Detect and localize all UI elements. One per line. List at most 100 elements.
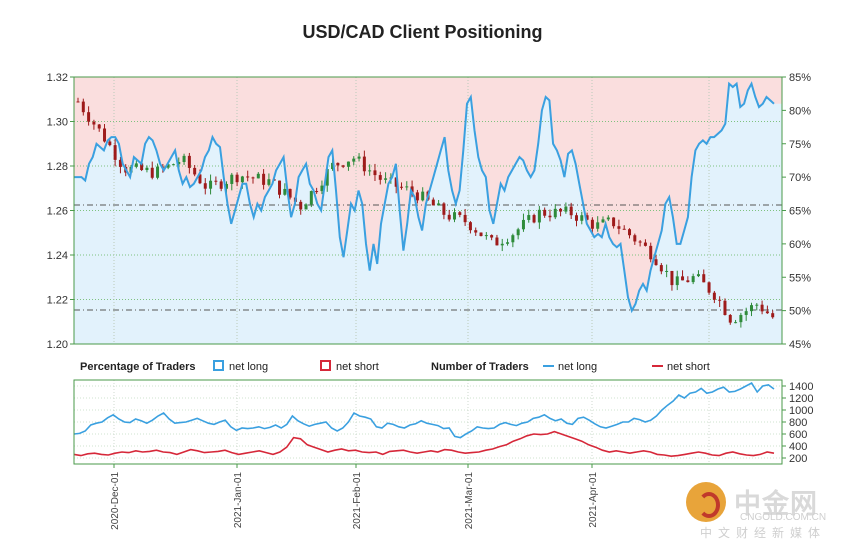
candle: [113, 138, 117, 167]
candle: [384, 172, 388, 184]
candle-body: [691, 276, 695, 283]
candle-body: [633, 235, 637, 242]
candle: [686, 276, 690, 283]
candle: [744, 307, 748, 321]
candle-body: [574, 215, 578, 221]
candle-body: [638, 241, 642, 243]
candle-body: [771, 313, 775, 318]
candle: [516, 227, 520, 240]
candle-body: [309, 191, 313, 205]
y-tick-label: 1.20: [47, 339, 68, 351]
candle-body: [765, 311, 769, 314]
candle: [399, 182, 403, 190]
candle-body: [559, 208, 563, 212]
candle: [171, 163, 175, 166]
legend-num-title: Number of Traders: [431, 361, 529, 373]
candle: [320, 180, 324, 195]
candle-body: [553, 208, 557, 218]
candle: [665, 264, 669, 278]
candle: [765, 305, 769, 314]
candle-body: [193, 167, 197, 175]
candle-body: [675, 276, 679, 286]
candle: [569, 202, 573, 220]
candle-body: [490, 235, 494, 238]
candle-body: [378, 175, 382, 180]
sub-tick-label: 1400: [789, 381, 813, 393]
candle-body: [198, 174, 202, 184]
candle-body: [479, 232, 483, 237]
candle-body: [203, 183, 207, 189]
candle-body: [187, 155, 191, 168]
candle: [357, 153, 361, 162]
legend-num-long: net long: [558, 361, 597, 373]
candle-body: [325, 169, 329, 186]
candle-body: [352, 158, 356, 162]
candle: [118, 156, 122, 174]
candle-body: [569, 206, 573, 216]
candle-body: [171, 164, 175, 166]
net-long-pct-line: [74, 81, 775, 314]
candle-body: [118, 159, 122, 167]
candle: [484, 232, 488, 240]
candle-body: [256, 173, 260, 179]
candle: [739, 312, 743, 328]
candle: [447, 209, 451, 222]
x-tick-label: 2021-Apr-01: [588, 472, 599, 528]
candle: [134, 160, 138, 169]
candle: [346, 161, 350, 171]
candle: [580, 211, 584, 225]
candle-body: [543, 209, 547, 216]
sub-tick-label: 1000: [789, 405, 813, 417]
candle: [431, 197, 435, 206]
candle: [187, 152, 191, 174]
candle: [702, 269, 706, 283]
candle: [378, 171, 382, 185]
candle: [606, 215, 610, 222]
y2-tick-label: 80%: [789, 105, 811, 117]
legend-num-short: net short: [667, 361, 710, 373]
candle: [368, 164, 372, 176]
candle: [500, 238, 504, 252]
candle: [256, 172, 260, 179]
candle: [97, 123, 101, 132]
candle-body: [484, 235, 488, 237]
candle: [707, 281, 711, 295]
candle: [92, 119, 96, 130]
y2-tick-label: 45%: [789, 339, 811, 351]
candle: [574, 212, 578, 227]
candle: [373, 163, 377, 181]
candle: [718, 296, 722, 308]
candle-body: [537, 209, 541, 223]
candle: [511, 233, 515, 248]
legend-short-box-icon: [320, 360, 331, 371]
candle-body: [357, 156, 361, 159]
candle-body: [251, 177, 255, 179]
candle-body: [712, 292, 716, 300]
candle-body: [299, 201, 303, 210]
candle-body: [209, 180, 213, 189]
candle: [527, 209, 531, 223]
candle-body: [696, 274, 700, 277]
y-tick-label: 1.28: [47, 161, 68, 173]
candle: [251, 176, 255, 184]
candle: [415, 189, 419, 204]
candle-body: [150, 167, 154, 178]
candle-body: [341, 165, 345, 167]
candle-body: [177, 162, 181, 165]
candle: [490, 234, 494, 241]
candle-body: [755, 304, 759, 306]
candle-body: [516, 229, 520, 236]
candle-body: [421, 191, 425, 201]
cngold-logo-icon: [686, 482, 726, 522]
candle-body: [654, 259, 658, 266]
candle-body: [315, 191, 319, 193]
y-tick-label: 1.22: [47, 295, 68, 307]
watermark-tagline: 中文财经新媒体: [700, 526, 827, 540]
y-tick-label: 1.24: [47, 250, 68, 262]
candle-body: [283, 188, 287, 195]
watermark: 中金网 CNGOLD.COM.CN 中文财经新媒体: [686, 478, 836, 544]
candle: [230, 172, 234, 191]
candle: [760, 300, 764, 315]
candle: [299, 199, 303, 215]
candle-body: [474, 230, 478, 233]
